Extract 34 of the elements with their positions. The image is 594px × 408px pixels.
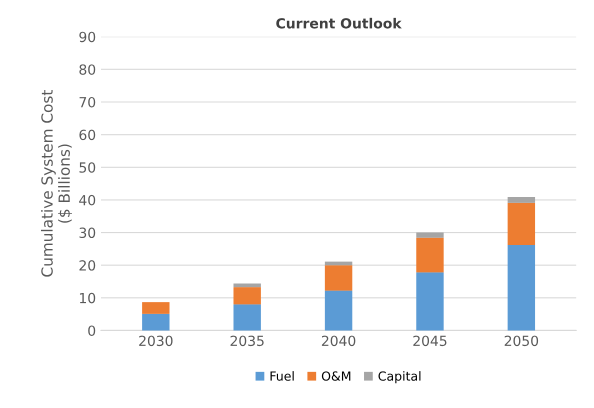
y-tick-label: 20 — [79, 260, 96, 271]
legend-label: Fuel — [270, 371, 294, 381]
bar — [142, 302, 170, 314]
bar — [508, 244, 536, 330]
y-tick-label: 80 — [79, 64, 96, 75]
bar — [233, 287, 261, 304]
bar — [508, 202, 536, 245]
bar — [324, 290, 352, 330]
y-tick-label: 50 — [80, 162, 96, 173]
bar — [142, 314, 170, 330]
legend-label: O&M — [322, 371, 350, 381]
x-tick-label: 2045 — [413, 336, 446, 346]
bar — [416, 238, 444, 272]
y-tick-label: 0 — [88, 325, 96, 336]
x-tick-label: 2035 — [230, 336, 264, 346]
bar — [416, 272, 444, 330]
y-tick-label: 60 — [79, 130, 96, 140]
y-tick-label: 70 — [80, 96, 96, 108]
x-tick-label: 2040 — [322, 336, 356, 346]
bar — [324, 265, 352, 291]
y-tick-label: 10 — [80, 292, 96, 304]
x-tick-label: 2030 — [139, 336, 173, 346]
x-tick-label: 2050 — [504, 336, 538, 346]
y-axis-title: Cumulative System Cost ($ Billions) — [40, 90, 72, 277]
bar — [324, 262, 352, 266]
bar — [508, 196, 536, 203]
legend-label: Capital — [378, 371, 420, 384]
y-tick-label: 90 — [79, 32, 96, 42]
chart-title: Current Outlook — [276, 18, 402, 29]
bar — [416, 232, 444, 238]
y-tick-label: 30 — [80, 228, 96, 238]
bar — [233, 304, 261, 330]
y-tick-label: 40 — [79, 194, 96, 206]
bar — [233, 283, 261, 288]
